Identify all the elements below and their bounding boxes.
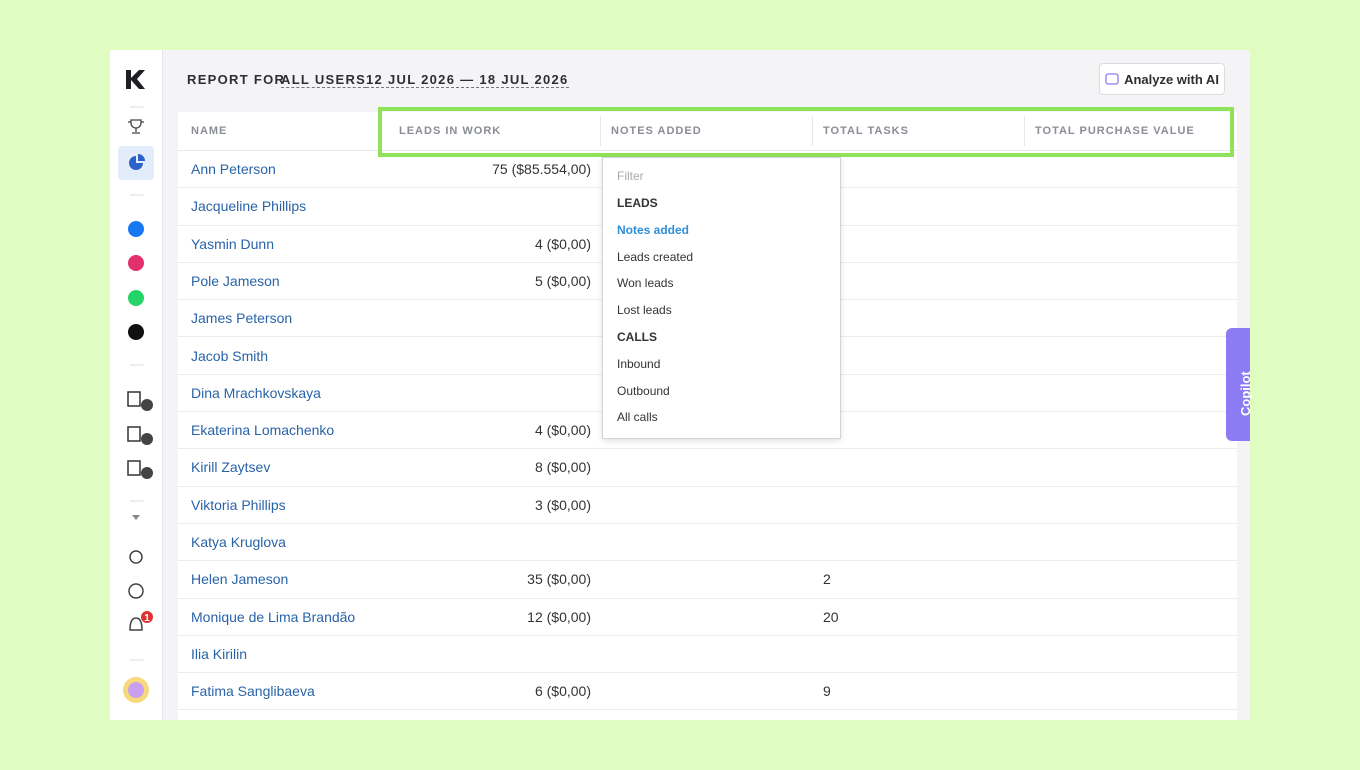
expand-icon[interactable] xyxy=(132,515,140,520)
settings-icon[interactable] xyxy=(129,550,143,564)
table-row: Kirill Zaytsev 8 ($0,00) xyxy=(178,449,1237,487)
notification-icon[interactable] xyxy=(129,617,143,631)
users-selector[interactable]: ALL USERS xyxy=(281,72,367,88)
pipeline-icon[interactable] xyxy=(127,426,153,445)
logo[interactable] xyxy=(126,70,145,89)
table-row: Ilia Kirilin xyxy=(178,636,1237,674)
user-name[interactable]: Viktoria Phillips xyxy=(191,496,286,513)
table-row: Monique de Lima Brandão 12 ($0,00) 20 xyxy=(178,599,1237,636)
sidebar: 1 xyxy=(110,50,163,720)
user-name[interactable]: Katya Kruglova xyxy=(191,534,286,550)
total-tasks: 20 xyxy=(823,608,839,625)
whatsapp-icon[interactable] xyxy=(128,290,144,306)
leads-in-work: 4 ($0,00) xyxy=(534,422,591,439)
user-name[interactable]: James Peterson xyxy=(191,310,293,327)
user-name[interactable]: Kirill Zaytsev xyxy=(191,459,271,476)
dropdown-option[interactable]: All calls xyxy=(617,410,658,425)
highlight-box xyxy=(378,107,1234,157)
notification-badge xyxy=(141,611,153,623)
header-border xyxy=(178,150,1237,151)
filter-input[interactable]: Filter xyxy=(617,169,644,183)
dropdown-option[interactable]: Lost leads xyxy=(617,303,672,318)
button-label: Analyze with AI xyxy=(1124,71,1219,87)
trophy-icon[interactable] xyxy=(128,119,144,134)
table-row: Helen Jameson 35 ($0,00) 2 xyxy=(178,561,1237,599)
dropdown-option[interactable]: Notes added xyxy=(617,222,690,237)
date-range[interactable]: 12 JUL 2026 — 18 JUL 2026 xyxy=(366,72,569,88)
user-name[interactable]: Ilia Kirilin xyxy=(191,645,248,662)
instagram-icon[interactable] xyxy=(128,255,144,271)
user-name[interactable]: Ekaterina Lomachenko xyxy=(191,422,335,439)
column-divider xyxy=(812,116,813,146)
copilot-tab[interactable]: Copilot xyxy=(1226,328,1253,441)
reports-icon xyxy=(138,154,145,161)
leads-in-work: 5 ($0,00) xyxy=(534,272,591,289)
column-divider xyxy=(1024,116,1025,146)
user-name[interactable]: Yasmin Dunn xyxy=(191,235,275,252)
pipeline-icon[interactable] xyxy=(127,391,153,411)
reports-icon xyxy=(129,156,143,170)
user-name[interactable]: Pole Jameson xyxy=(191,272,280,289)
copilot-label: Copilot xyxy=(1238,371,1253,416)
user-name[interactable]: Fatima Sanglibaeva xyxy=(191,683,315,700)
pipeline-icon[interactable] xyxy=(127,460,153,479)
dropdown-option[interactable]: Inbound xyxy=(617,356,661,371)
analyze-button[interactable]: Analyze with AI xyxy=(1099,63,1225,95)
facebook-icon[interactable] xyxy=(128,221,144,237)
user-name[interactable]: Jacob Smith xyxy=(191,347,269,364)
help-icon[interactable] xyxy=(128,583,144,599)
table-row: Viktoria Phillips 3 ($0,00) xyxy=(178,487,1237,524)
report-label: REPORT FOR xyxy=(187,72,286,87)
leads-in-work: 3 ($0,00) xyxy=(534,496,591,513)
total-tasks: 9 xyxy=(823,683,831,700)
column-divider xyxy=(600,116,601,146)
column-dropdown: Filter LEADS Notes added Leads created Won … xyxy=(602,157,841,439)
leads-in-work: 12 ($0,00) xyxy=(527,608,591,625)
leads-in-work: 6 ($0,00) xyxy=(534,683,591,700)
table-row: Katya Kruglova xyxy=(178,524,1237,562)
sidebar-icons: 1 xyxy=(118,70,154,703)
group-heading: LEADS xyxy=(617,196,658,210)
column-header[interactable]: LEADS IN WORK xyxy=(399,125,502,137)
user-name[interactable]: Jacqueline Phillips xyxy=(191,198,307,215)
group-heading: CALLS xyxy=(617,330,657,344)
total-tasks: 2 xyxy=(823,571,831,588)
leads-in-work: 8 ($0,00) xyxy=(534,459,591,476)
user-name[interactable]: Helen Jameson xyxy=(191,571,289,588)
table-row: Ekaterina Lomachenko 4 ($0,00) xyxy=(178,412,1237,450)
notification-count: 1 xyxy=(144,613,150,624)
tiktok-icon[interactable] xyxy=(128,324,144,340)
dropdown-option[interactable]: Won leads xyxy=(617,276,674,291)
column-header[interactable]: NAME xyxy=(191,125,228,137)
user-name[interactable]: Monique de Lima Brandão xyxy=(191,608,356,625)
leads-in-work: 75 ($85.554,00) xyxy=(492,161,591,177)
column-header[interactable]: TOTAL TASKS xyxy=(823,125,909,137)
table-row: Fatima Sanglibaeva 6 ($0,00) 9 xyxy=(178,673,1237,711)
user-name[interactable]: Dina Mrachkovskaya xyxy=(191,384,321,401)
leads-in-work: 4 ($0,00) xyxy=(534,235,591,252)
dropdown-option[interactable]: Leads created xyxy=(617,249,694,264)
column-header[interactable]: NOTES ADDED xyxy=(611,125,702,137)
leads-in-work: 35 ($0,00) xyxy=(527,571,591,588)
column-header[interactable]: TOTAL PURCHASE VALUE xyxy=(1035,125,1195,137)
user-name[interactable]: Ann Peterson xyxy=(191,161,276,177)
dropdown-option[interactable]: Outbound xyxy=(617,383,670,398)
